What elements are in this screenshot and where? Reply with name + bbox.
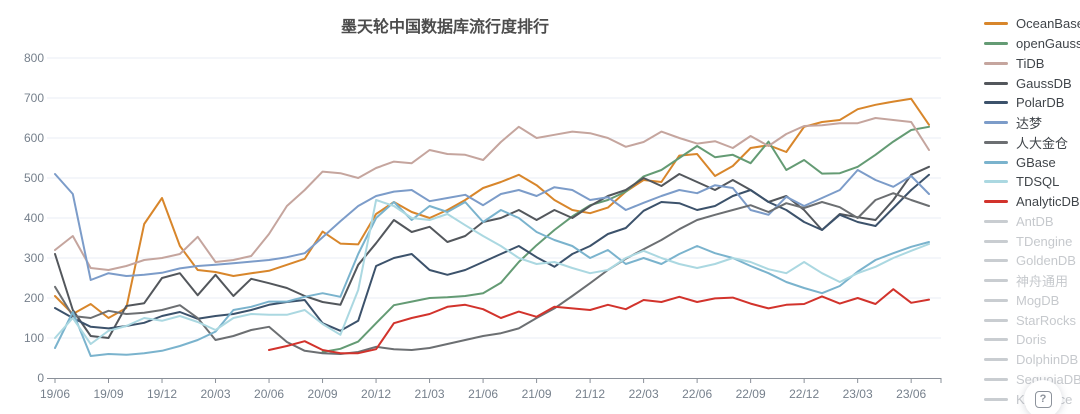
x-tick-label: 19/06 <box>40 387 70 401</box>
help-button[interactable]: ? <box>1024 380 1062 414</box>
legend-label: MogDB <box>1016 292 1060 308</box>
x-tick-label: 21/03 <box>415 387 445 401</box>
y-tick-label: 600 <box>24 131 44 145</box>
series-line-TDSQL <box>54 199 930 345</box>
legend-item-人大金仓[interactable]: 人大金仓 <box>984 133 1080 153</box>
legend-item-StarRocks[interactable]: StarRocks <box>984 310 1080 330</box>
series-line-AnalyticDB <box>268 288 930 355</box>
y-tick-label: 400 <box>24 211 44 225</box>
x-tick-label: 21/06 <box>468 387 498 401</box>
x-tick-label: 20/06 <box>254 387 284 401</box>
legend-label: GoldenDB <box>1016 253 1076 269</box>
x-tick-label: 22/06 <box>682 387 712 401</box>
y-tick-label: 700 <box>24 91 44 105</box>
y-tick-label: 500 <box>24 171 44 185</box>
chart-title: 墨天轮中国数据库流行度排行 <box>340 19 550 36</box>
legend-label: openGauss <box>1016 36 1080 52</box>
y-tick-label: 0 <box>37 371 44 385</box>
legend-item-Doris[interactable]: Doris <box>984 330 1080 350</box>
y-tick-label: 800 <box>24 51 44 65</box>
legend-line-swatch <box>984 200 1008 204</box>
x-tick-label: 22/03 <box>629 387 659 401</box>
x-tick-label: 23/03 <box>843 387 873 401</box>
legend-item-AntDB[interactable]: AntDB <box>984 212 1080 232</box>
x-tick-label: 20/03 <box>201 387 231 401</box>
series-line-PolarDB <box>54 173 930 332</box>
legend-item-TDengine[interactable]: TDengine <box>984 231 1080 251</box>
legend-label: TDengine <box>1016 233 1073 249</box>
x-tick-label: 21/12 <box>575 387 605 401</box>
legend-item-GBase[interactable]: GBase <box>984 152 1080 172</box>
legend-label: GaussDB <box>1016 75 1072 91</box>
legend-item-MogDB[interactable]: MogDB <box>984 291 1080 311</box>
legend-item-GaussDB[interactable]: GaussDB <box>984 73 1080 93</box>
legend-line-swatch <box>984 377 1008 381</box>
series-line-达梦 <box>54 169 930 281</box>
legend: OceanBase openGauss TiDB GaussDB PolarDB 达梦人大… <box>984 14 1080 409</box>
legend-line-swatch <box>984 101 1008 105</box>
legend-item-DolphinDB[interactable]: DolphinDB <box>984 350 1080 370</box>
legend-label: DolphinDB <box>1016 352 1079 368</box>
y-tick-label: 200 <box>24 291 44 305</box>
legend-item-达梦[interactable]: 达梦 <box>984 113 1080 133</box>
legend-line-swatch <box>984 338 1008 342</box>
x-tick-label: 21/09 <box>522 387 552 401</box>
series-line-GBase <box>54 201 930 357</box>
legend-label: AnalyticDB <box>1016 194 1080 210</box>
legend-line-swatch <box>984 160 1008 164</box>
x-tick-label: 22/12 <box>789 387 819 401</box>
legend-line-swatch <box>984 358 1008 362</box>
legend-label: TDSQL <box>1016 174 1060 190</box>
legend-line-swatch <box>984 259 1008 263</box>
legend-label: TiDB <box>1016 55 1045 71</box>
legend-label: StarRocks <box>1016 312 1076 328</box>
x-tick-label: 19/12 <box>147 387 177 401</box>
legend-line-swatch <box>984 121 1008 125</box>
y-tick-label: 100 <box>24 331 44 345</box>
legend-line-swatch <box>984 180 1008 184</box>
legend-label: Doris <box>1016 332 1047 348</box>
legend-line-swatch <box>984 61 1008 65</box>
legend-label: 神舟通用 <box>1016 274 1069 290</box>
series-line-人大金仓 <box>54 192 930 355</box>
legend-line-swatch <box>984 239 1008 243</box>
legend-line-swatch <box>984 22 1008 26</box>
x-tick-label: 20/12 <box>361 387 391 401</box>
legend-line-swatch <box>984 81 1008 85</box>
question-mark-icon: ? <box>1034 390 1052 408</box>
legend-label: 达梦 <box>1016 116 1043 132</box>
legend-item-openGauss[interactable]: openGauss <box>984 34 1080 54</box>
legend-item-TiDB[interactable]: TiDB <box>984 54 1080 74</box>
legend-label: 人大金仓 <box>1016 135 1069 151</box>
legend-label: OceanBase <box>1016 16 1080 32</box>
legend-label: GBase <box>1016 154 1056 170</box>
legend-item-AnalyticDB[interactable]: AnalyticDB <box>984 192 1080 212</box>
legend-line-swatch <box>984 397 1008 401</box>
legend-line-swatch <box>984 279 1008 283</box>
x-tick-label: 19/09 <box>93 387 123 401</box>
legend-item-TDSQL[interactable]: TDSQL <box>984 172 1080 192</box>
legend-item-神舟通用[interactable]: 神舟通用 <box>984 271 1080 291</box>
legend-item-GoldenDB[interactable]: GoldenDB <box>984 251 1080 271</box>
series-line-OceanBase <box>54 97 930 319</box>
legend-line-swatch <box>984 219 1008 223</box>
series-line-GaussDB <box>54 165 930 339</box>
x-tick-label: 20/09 <box>308 387 338 401</box>
series-line-TiDB <box>54 117 930 271</box>
y-tick-label: 300 <box>24 251 44 265</box>
legend-line-swatch <box>984 318 1008 322</box>
legend-item-PolarDB[interactable]: PolarDB <box>984 93 1080 113</box>
x-tick-label: 22/09 <box>736 387 766 401</box>
legend-label: PolarDB <box>1016 95 1065 111</box>
legend-line-swatch <box>984 42 1008 46</box>
legend-line-swatch <box>984 298 1008 302</box>
legend-line-swatch <box>984 140 1008 144</box>
legend-label: AntDB <box>1016 213 1054 229</box>
series-line-openGauss <box>321 125 930 353</box>
legend-item-OceanBase[interactable]: OceanBase <box>984 14 1080 34</box>
x-tick-label: 23/06 <box>896 387 926 401</box>
